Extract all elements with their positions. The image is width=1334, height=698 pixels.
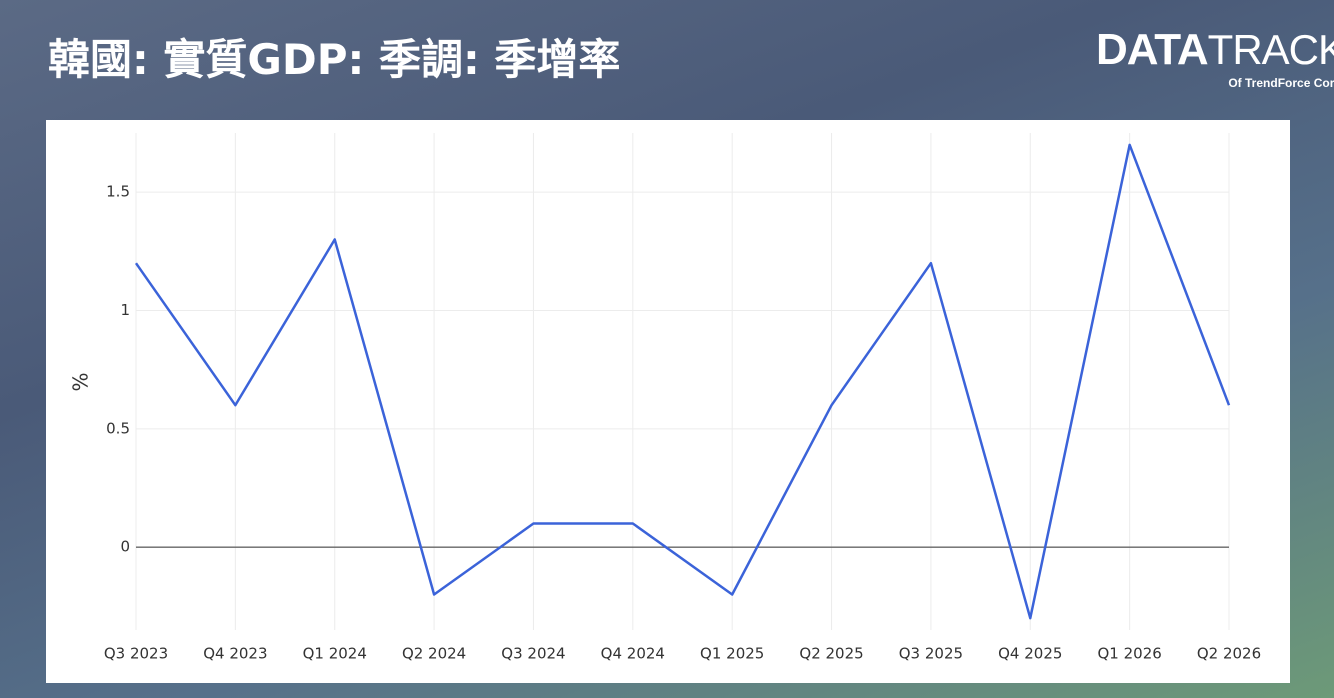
x-tick-label: Q4 2024 [601,645,665,663]
data-line [134,143,1231,620]
y-axis-label: % [69,372,93,391]
x-tick-label: Q2 2025 [799,645,863,663]
y-tick-label: 1.5 [106,183,130,201]
page-title: 韓國: 實質GDP: 季調: 季增率 [48,35,621,84]
x-tick-label: Q3 2025 [899,645,963,663]
chart-panel: % Q3 2023 Q4 2023 Q1 2024 Q2 2024 Q3 2024 Q4 … [46,120,1290,683]
logo-company: TrendForce Corp. [1245,76,1334,90]
x-tick-label: Q2 2026 [1197,645,1261,663]
logo-bold: DATA [1096,25,1209,74]
x-tick-label: Q3 2024 [501,645,565,663]
x-tick-label: Q3 2023 [104,645,168,663]
x-tick-label: Q1 2024 [303,645,367,663]
x-tick-label: Q4 2023 [203,645,267,663]
y-tick-label: 0.5 [106,419,130,437]
y-tick-label: 0 [120,538,130,556]
logo-of: Of [1228,76,1242,90]
chart: % Q3 2023 Q4 2023 Q1 2024 Q2 2024 Q3 2024 Q4 … [69,133,1261,663]
logo-light: TRACK [1207,26,1334,73]
logo: DATATRACK Of TrendForce Corp. [1096,26,1334,91]
y-tick-label: 1 [120,301,130,319]
x-tick-label: Q2 2024 [402,645,466,663]
x-tick-label: Q1 2025 [700,645,764,663]
logo-sub: Of TrendForce Corp. [1096,76,1334,90]
x-tick-label: Q4 2025 [998,645,1062,663]
x-tick-label: Q1 2026 [1097,645,1161,663]
logo-mark: DATATRACK [1096,26,1334,74]
